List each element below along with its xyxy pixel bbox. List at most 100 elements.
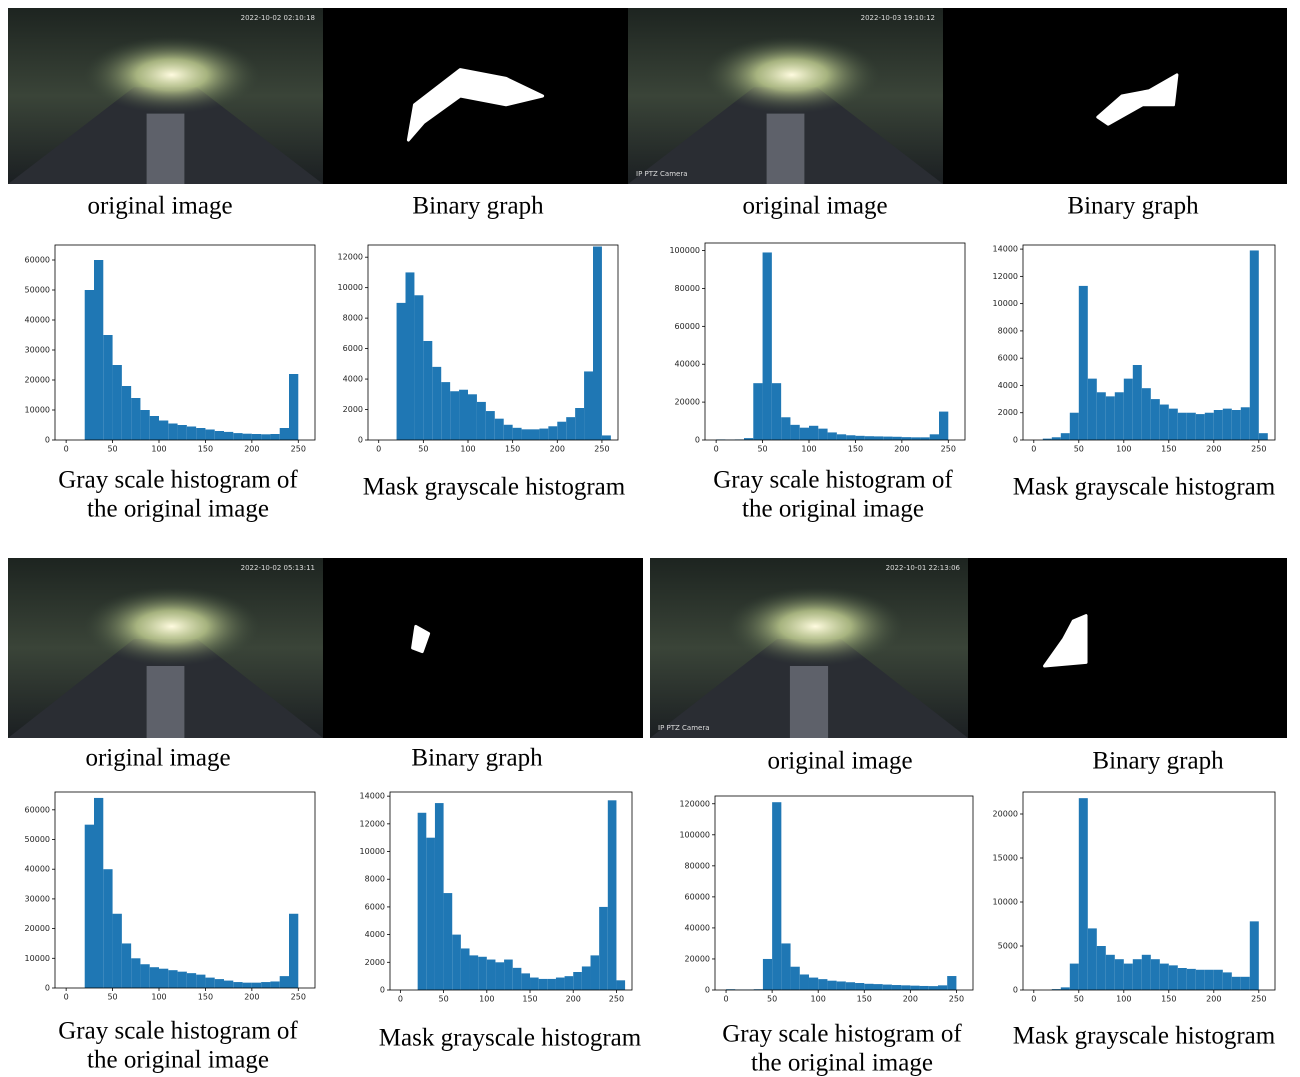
bar [168,423,178,440]
y-tick-label: 20000 [675,398,700,407]
bar [864,983,874,990]
bar [426,837,435,990]
x-tick-label: 250 [941,445,956,454]
y-tick-label: 10000 [993,898,1018,907]
x-tick-label: 100 [151,445,166,454]
x-tick-label: 0 [714,445,719,454]
chart-caption: the original image [742,496,924,523]
bar [423,340,433,440]
x-tick-label: 250 [1251,445,1266,454]
bar [1204,969,1214,990]
bar [405,272,415,440]
bar [1060,987,1070,990]
photo-caption: Binary graph [1092,748,1224,775]
y-tick-label: 50000 [25,286,50,295]
x-tick-label: 0 [1031,445,1036,454]
x-tick-label: 200 [1206,445,1221,454]
bar [503,424,513,440]
original-image: 2022-10-03 19:10:12 IP PTZ Camera [628,8,943,184]
bar [1123,378,1133,440]
y-tick-label: 2000 [365,958,385,967]
y-tick-label: 20000 [25,924,50,933]
binary-image [968,558,1287,738]
y-tick-label: 4000 [343,375,363,384]
x-tick-label: 200 [894,445,909,454]
bar [564,976,574,990]
y-tick-label: 40000 [675,360,700,369]
mask-region [1096,73,1179,126]
bar [112,365,122,440]
bar [744,438,754,440]
plot-frame [367,244,619,441]
bar [289,374,299,440]
y-tick-label: 12000 [338,253,363,262]
mask-region [411,624,431,654]
photo-bg [968,558,1287,738]
x-tick-label: 100 [460,445,475,454]
x-tick-label: 50 [438,995,448,1004]
bar [1186,968,1196,990]
bar [947,976,957,990]
plot-frame [54,791,316,989]
bar [919,985,929,990]
bar [1087,378,1097,440]
bar [910,985,920,990]
bar [417,812,427,990]
bar [1240,407,1250,440]
bar [224,431,234,440]
bar [1222,408,1232,440]
bar [224,980,234,988]
bar [233,433,243,440]
y-tick-label: 10000 [25,954,50,963]
x-tick-label: 50 [107,993,117,1002]
bar [891,985,902,990]
chart-caption: Gray scale histogram of [58,467,298,494]
y-tick-label: 10000 [25,406,50,415]
x-tick-label: 150 [198,445,213,454]
x-tick-label: 0 [724,995,729,1004]
x-tick-label: 150 [1161,995,1176,1004]
bar [1114,392,1124,440]
road [8,87,323,184]
y-tick-label: 10000 [338,283,363,292]
bar [443,893,453,990]
bar [584,371,593,440]
reflection [766,113,805,184]
bar [1141,388,1151,440]
bar [790,424,800,440]
mask-region [406,68,545,142]
y-tick-label: 0 [45,436,50,445]
x-tick-label: 200 [903,995,918,1004]
x-tick-label: 250 [291,445,306,454]
bar [1060,433,1070,440]
bar [1258,433,1268,440]
bar [214,431,224,440]
bar [1222,972,1232,990]
plot-frame [714,795,974,991]
glare [83,36,260,114]
x-tick-label: 100 [1116,445,1131,454]
bar [575,408,585,440]
bar [808,977,819,990]
bar [460,948,470,990]
bar [214,979,224,988]
histogram-chart: 0 2000 4000 6000 8000 10000 12000 14000 0 50 100 15… [993,245,1276,454]
x-tick-label: 0 [1031,995,1036,1004]
bar [84,290,94,440]
bar [883,436,893,440]
bar [186,426,197,440]
road [8,639,323,738]
bar [441,382,451,440]
photo-caption: original image [87,193,232,220]
x-tick-label: 250 [609,995,624,1004]
y-tick-label: 5000 [998,942,1018,951]
chart-caption: Gray scale histogram of [713,467,953,494]
y-tick-label: 0 [705,986,710,995]
bar [1105,396,1115,440]
bar [920,437,930,440]
binary-image [943,8,1287,184]
bar [1213,969,1223,990]
bar [855,983,865,990]
bar [261,434,271,440]
y-tick-label: 14000 [360,792,385,801]
